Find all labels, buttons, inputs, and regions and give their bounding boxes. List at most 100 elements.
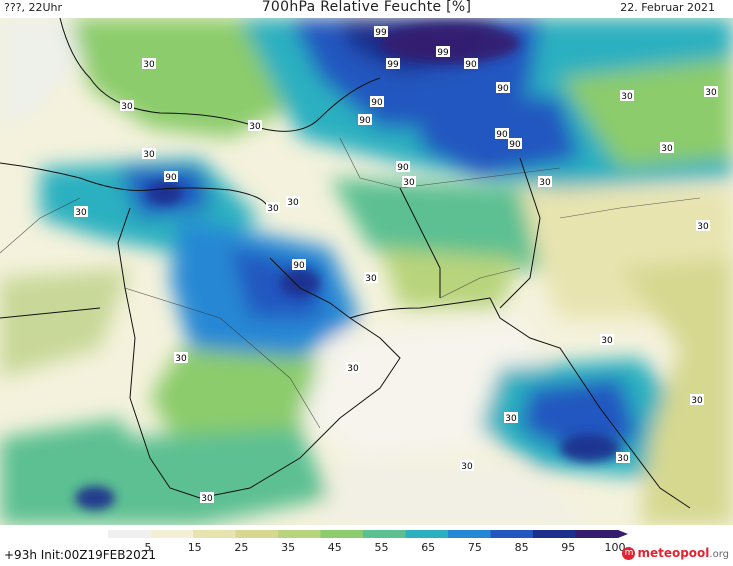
contour-label: 30: [616, 452, 630, 464]
svg-text:30: 30: [697, 222, 709, 232]
svg-text:30: 30: [461, 462, 473, 472]
svg-text:30: 30: [347, 364, 359, 374]
svg-text:90: 90: [465, 60, 477, 70]
contour-label: 30: [142, 58, 156, 70]
svg-text:30: 30: [403, 178, 415, 188]
coastlines: [0, 18, 691, 509]
legend-tick-label: 100: [605, 541, 626, 554]
svg-text:90: 90: [293, 261, 305, 271]
contour-label: 30: [248, 120, 262, 132]
legend-tick-label: 85: [515, 541, 529, 554]
contour-label: 30: [346, 362, 360, 374]
svg-text:30: 30: [143, 150, 155, 160]
legend-arrow: [618, 530, 628, 538]
svg-text:30: 30: [661, 144, 673, 154]
legend-tick-label: 35: [281, 541, 295, 554]
contour-label: 90: [508, 138, 522, 150]
contour-label: 30: [538, 176, 552, 188]
legend-swatches: [108, 530, 628, 538]
legend-swatch: [108, 530, 151, 538]
humidity-field: [0, 18, 733, 525]
contour-label: 99: [386, 58, 400, 70]
legend-swatch: [278, 530, 321, 538]
legend-ticks: 5 15 25 35 45 55 65 75 85 95 100: [145, 541, 626, 554]
contour-label: 30: [286, 196, 300, 208]
humidity-map: 99 99 99 90 90 90 90 90 90 90 90 90 30 3…: [0, 18, 733, 525]
meteopool-icon: m: [622, 547, 636, 560]
legend-tick-label: 25: [234, 541, 248, 554]
contour-label: 30: [364, 272, 378, 284]
svg-text:30: 30: [617, 454, 629, 464]
contour-label: 30: [460, 460, 474, 472]
svg-text:90: 90: [397, 163, 409, 173]
contour-label: 30: [660, 142, 674, 154]
svg-text:30: 30: [75, 208, 87, 218]
legend-swatch: [193, 530, 236, 538]
contour-label: 30: [620, 90, 634, 102]
header-bar: ???, 22Uhr 700hPa Relative Feuchte [%] 2…: [0, 0, 733, 18]
contour-label: 90: [495, 128, 509, 140]
legend-swatch: [235, 530, 279, 538]
svg-text:90: 90: [371, 98, 383, 108]
contour-label: 30: [120, 100, 134, 112]
svg-text:30: 30: [249, 122, 261, 132]
contour-label: 90: [370, 96, 384, 108]
contour-label: 99: [374, 26, 388, 38]
legend-tick-label: 75: [468, 541, 482, 554]
contour-label: 30: [696, 220, 710, 232]
color-legend: 5 15 25 35 45 55 65 75 85 95 100: [108, 530, 628, 554]
brand-name: meteopool: [637, 546, 710, 560]
legend-swatch: [533, 530, 576, 538]
svg-text:90: 90: [165, 173, 177, 183]
contour-label: 30: [600, 334, 614, 346]
legend-tick-label: 15: [188, 541, 202, 554]
svg-text:30: 30: [143, 60, 155, 70]
svg-text:99: 99: [375, 28, 387, 38]
contour-labels: 99 99 99 90 90 90 90 90 90 90 90 90 30 3…: [74, 26, 718, 504]
chart-title: 700hPa Relative Feuchte [%]: [261, 0, 472, 15]
svg-text:30: 30: [287, 198, 299, 208]
svg-text:30: 30: [621, 92, 633, 102]
legend-tick-label: 65: [421, 541, 435, 554]
contour-label: 30: [266, 202, 280, 214]
legend-swatch: [150, 530, 194, 538]
svg-text:30: 30: [201, 494, 213, 504]
svg-text:30: 30: [365, 274, 377, 284]
svg-text:30: 30: [121, 102, 133, 112]
contour-label: 90: [496, 82, 510, 94]
legend-tick-label: 5: [145, 541, 152, 554]
legend-swatch: [575, 530, 619, 538]
contour-label: 90: [292, 259, 306, 271]
borders: [0, 137, 701, 429]
svg-text:90: 90: [509, 140, 521, 150]
contour-label: 30: [704, 86, 718, 98]
legend-swatch: [490, 530, 534, 538]
contour-label: 99: [436, 46, 450, 58]
svg-text:30: 30: [505, 414, 517, 424]
svg-text:30: 30: [705, 88, 717, 98]
contour-label: 30: [174, 352, 188, 364]
legend-swatch: [448, 530, 491, 538]
legend-swatch: [405, 530, 449, 538]
svg-text:99: 99: [437, 48, 449, 58]
valid-time: ???, 22Uhr: [4, 1, 63, 14]
svg-text:99: 99: [387, 60, 399, 70]
legend-tick-label: 45: [328, 541, 342, 554]
contour-label: 90: [164, 171, 178, 183]
brand-logo[interactable]: m meteopool.org: [622, 546, 729, 560]
contour-label: 90: [464, 58, 478, 70]
brand-tld: .org: [709, 549, 729, 560]
contour-label: 30: [690, 394, 704, 406]
contour-label: 30: [142, 148, 156, 160]
contour-label: 90: [396, 161, 410, 173]
contour-label: 90: [358, 114, 372, 126]
svg-text:90: 90: [496, 130, 508, 140]
svg-text:30: 30: [539, 178, 551, 188]
svg-text:90: 90: [359, 116, 371, 126]
contour-label: 30: [74, 206, 88, 218]
legend-tick-label: 55: [375, 541, 389, 554]
svg-text:30: 30: [691, 396, 703, 406]
legend-swatch: [320, 530, 364, 538]
svg-text:30: 30: [267, 204, 279, 214]
svg-text:90: 90: [497, 84, 509, 94]
